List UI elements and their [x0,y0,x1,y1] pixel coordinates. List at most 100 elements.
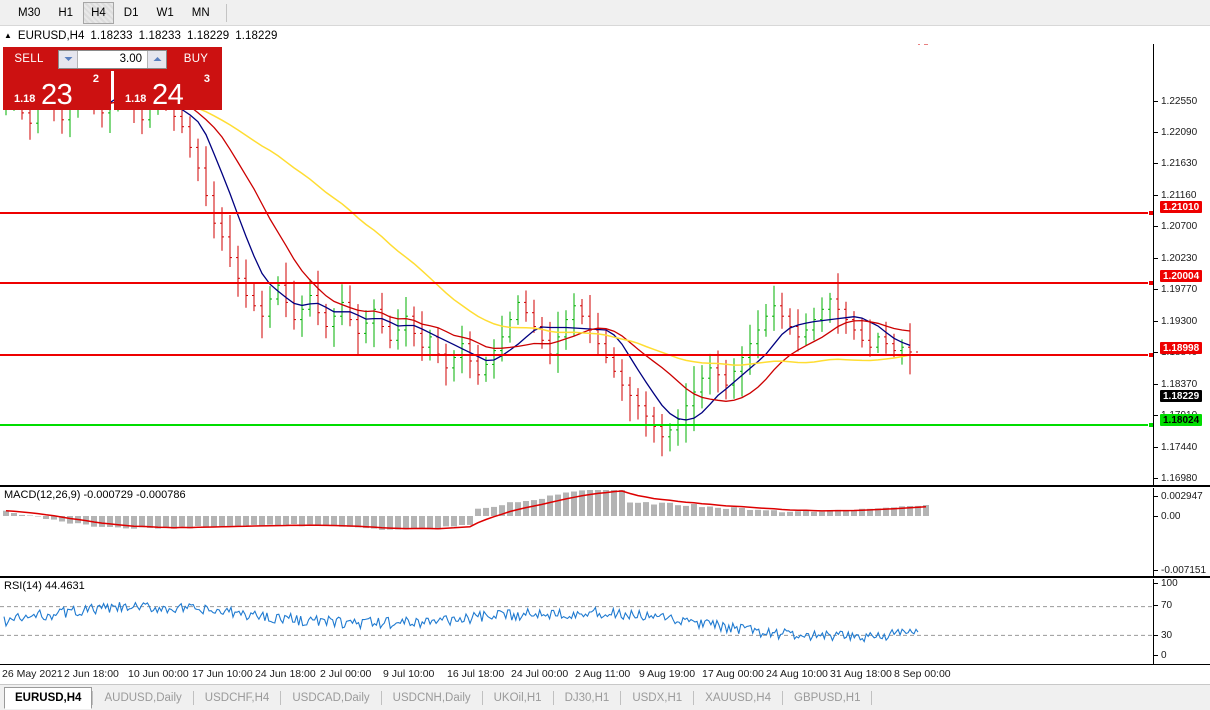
sell-price-prefix: 1.18 [14,93,36,105]
tab-divider [552,690,554,705]
time-axis-tick: 17 Jun 10:00 [192,668,253,680]
trade-prices-row: 1.18 23 2 1.18 24 3 [3,71,222,111]
toolbar-divider [225,3,227,22]
chart-symbol-header: ▲ EURUSD,H4 1.18233 1.18233 1.18229 1.18… [0,27,278,44]
rsi-axis-tick: 30 [1154,630,1172,641]
timeframe-toolbar: 5 M30 H1 H4 D1 W1 MN [0,0,1210,26]
tab-divider [92,690,94,705]
price-level-label[interactable]: 1.18229 [1160,390,1203,402]
time-axis: 26 May 2021 2 Jun 18:00 10 Jun 00:00 17 Jun… [0,664,1210,684]
time-axis-tick: 9 Jul 10:00 [383,668,435,680]
price-axis-tick: 1.18370 [1154,379,1197,390]
time-axis-tick: 2 Jun 18:00 [64,668,119,680]
rsi-axis: 100 70 30 0 [1154,579,1210,664]
tab-divider [782,690,783,705]
time-axis-tick: 31 Aug 18:00 [830,668,892,680]
rsi-title: RSI(14) 44.4631 [4,580,85,592]
resistance-1.18998-line[interactable] [0,352,1153,358]
chart-close-value: 1.18229 [235,29,278,42]
timeframe-button-w1[interactable]: W1 [156,6,174,19]
chart-symbol-label: EURUSD,H4 [17,29,85,42]
price-axis-tick: 1.20230 [1154,253,1197,264]
time-axis-tick: 8 Sep 00:00 [894,668,951,680]
price-axis-tick: 1.17440 [1154,442,1197,453]
chart-tab-usdcnh-daily[interactable]: USDCNH,Daily [392,691,471,704]
price-chart-canvas[interactable] [0,44,1154,485]
price-axis-tick: 1.22090 [1154,127,1197,138]
rsi-indicator-pane[interactable]: RSI(14) 44.4631 [0,579,1154,664]
tab-divider [620,690,622,705]
chart-tab-ukoil-h1[interactable]: UKOil,H1 [493,691,542,704]
buy-button[interactable]: BUY [170,47,222,71]
sell-button[interactable]: SELL [3,47,55,71]
tab-divider [693,690,695,705]
price-axis-tick: 1.21160 [1154,190,1196,201]
time-axis-tick: 24 Aug 10:00 [766,668,828,680]
buy-price-button[interactable]: 1.18 24 3 [114,71,222,111]
timeframe-button-clipped[interactable]: 5 [0,2,8,24]
macd-indicator-pane[interactable]: MACD(12,26,9) -0.000729 -0.000786 [0,488,1154,576]
pane-separator-macd [0,485,1210,487]
timeframe-button-mn[interactable]: MN [191,6,210,19]
macd-axis-tick: 0.002947 [1154,491,1203,502]
resistance-1.20004-line[interactable] [0,280,1153,286]
buy-price-prefix: 1.18 [125,93,147,105]
line-handle[interactable] [1148,210,1153,216]
price-axis-tick: 1.19770 [1154,284,1197,295]
price-level-label[interactable]: 1.20004 [1160,270,1203,282]
macd-chart-svg [3,490,929,530]
chart-tab-eurusd-h4[interactable]: EURUSD,H4 [4,686,93,709]
chart-tab-usdx-h1[interactable]: USDX,H1 [632,691,683,704]
price-level-label[interactable]: 1.21010 [1160,201,1203,213]
sell-price-button[interactable]: 1.18 23 2 [3,71,111,111]
price-axis-tick: 1.19300 [1154,316,1197,327]
price-axis-tick: 1.21630 [1154,158,1197,169]
support-1.18024-line[interactable] [0,422,1153,428]
macd-title: MACD(12,26,9) -0.000729 -0.000786 [4,489,186,501]
macd-axis-tick: -0.007151 [1154,565,1206,576]
chart-tab-dj30-h1[interactable]: DJ30,H1 [564,691,610,704]
rsi-chart-svg [0,601,1153,643]
timeframe-button-m30[interactable]: M30 [18,6,41,19]
one-click-trading-panel: SELL 3.00 BUY 1.18 23 2 [3,47,222,111]
chart-tab-usdchf-h4[interactable]: USDCHF,H4 [204,691,270,704]
chart-tab-bar: EURUSD,H4 AUDUSD,Daily USDCHF,H4 USDCAD,Dai… [0,684,1210,710]
time-axis-tick: 26 May 2021 [2,668,63,680]
tab-divider [481,690,483,705]
chart-tab-usdcad-daily[interactable]: USDCAD,Daily [292,691,370,704]
buy-price-main: 24 [152,79,184,111]
price-axis[interactable]: 1.22550 1.22090 1.21630 1.21160 1.20700 1.202… [1154,44,1210,485]
time-axis-tick: 10 Jun 00:00 [128,668,189,680]
chart-tab-gbpusd-h1[interactable]: GBPUSD,H1 [794,691,861,704]
volume-decrease-button[interactable] [59,50,78,68]
line-handle[interactable] [1148,422,1153,428]
tab-divider [280,690,282,705]
buy-price-fraction: 3 [203,73,210,85]
price-axis-tick: 1.20700 [1154,221,1197,232]
volume-increase-button[interactable] [147,50,166,68]
line-handle[interactable] [1148,352,1153,358]
price-level-label[interactable]: 1.18998 [1160,342,1203,354]
line-handle[interactable] [1148,280,1153,286]
resistance-1.21010-line[interactable] [0,210,1153,216]
chart-low-value: 1.18229 [186,29,230,42]
chart-high-value: 1.18233 [138,29,181,42]
tab-divider [192,690,194,705]
timeframe-button-h1[interactable]: H1 [58,6,74,19]
pane-separator-rsi [0,576,1210,578]
tab-divider [871,690,873,705]
price-axis-tick: 1.16980 [1154,473,1197,484]
volume-input[interactable]: 3.00 [119,53,142,65]
timeframe-button-h4[interactable]: H4 [83,1,114,24]
timeframe-clipped-label: 5 [0,2,8,24]
chart-open-value: 1.18233 [90,29,133,42]
price-level-label[interactable]: 1.18024 [1160,414,1203,426]
macd-axis: 0.002947 0.00 -0.007151 [1154,488,1210,576]
time-axis-tick: 16 Jul 18:00 [447,668,505,680]
chart-tab-audusd-daily[interactable]: AUDUSD,Daily [104,691,182,704]
timeframe-button-d1[interactable]: D1 [123,6,139,19]
chart-tab-xauusd-h4[interactable]: XAUUSD,H4 [705,691,771,704]
time-axis-tick: 2 Jul 00:00 [320,668,372,680]
time-axis-tick: 17 Aug 00:00 [702,668,764,680]
